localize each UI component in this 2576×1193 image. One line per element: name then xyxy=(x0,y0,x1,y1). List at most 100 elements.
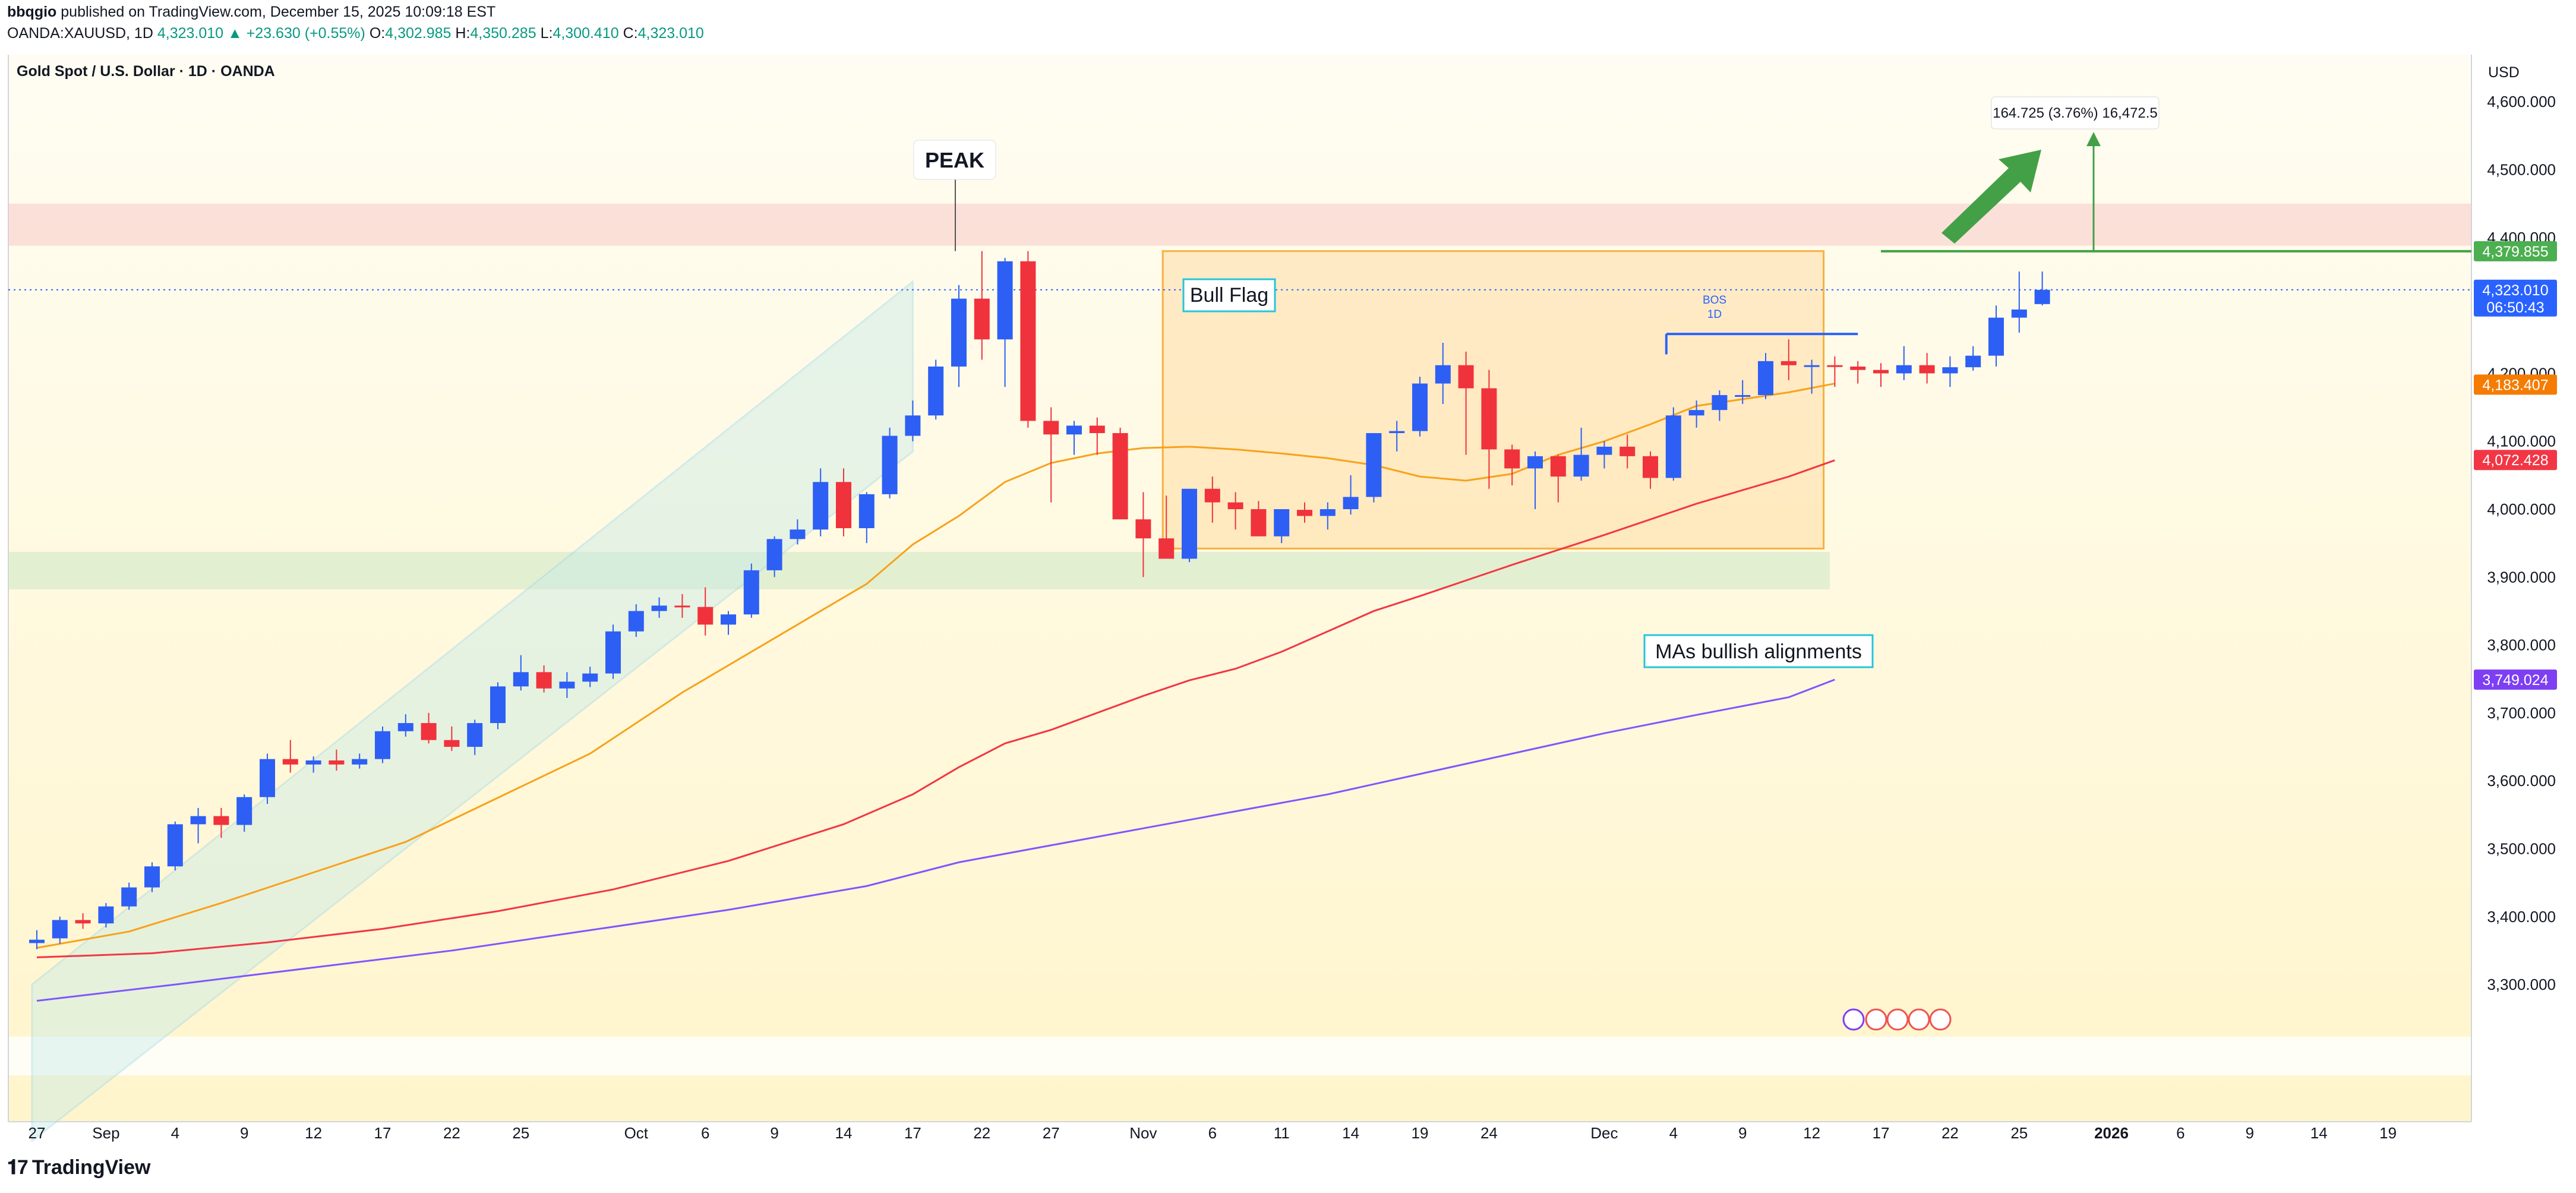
x-tick-label: 17 xyxy=(904,1124,921,1142)
countdown-label: 06:50:43 xyxy=(2486,299,2544,316)
x-tick-label: 9 xyxy=(2246,1124,2254,1142)
candle-body xyxy=(1182,488,1197,559)
x-tick-label: 9 xyxy=(770,1124,778,1142)
us-flag-event-icon xyxy=(1886,1008,1909,1031)
candle-body xyxy=(329,760,345,765)
publisher-name[interactable]: bbqgio xyxy=(7,4,57,20)
candle-body xyxy=(29,939,45,943)
candle-body xyxy=(766,539,782,570)
y-tick-label: 4,100.000 xyxy=(2487,433,2556,450)
x-tick-label: Sep xyxy=(92,1124,119,1142)
candle-body xyxy=(1596,446,1612,455)
candle-body xyxy=(282,759,298,765)
mas-label-bg xyxy=(1643,634,1874,668)
candle-body xyxy=(1274,509,1290,536)
candle-body xyxy=(1620,446,1636,456)
candle-body xyxy=(1573,455,1589,477)
candle-body xyxy=(674,605,690,608)
candle-body xyxy=(1688,410,1704,416)
x-tick-label: 6 xyxy=(701,1124,709,1142)
candle-body xyxy=(1758,361,1773,395)
x-tick-label: Nov xyxy=(1129,1124,1157,1142)
x-tick-label: Dec xyxy=(1590,1124,1618,1142)
candle-body xyxy=(882,435,898,494)
y-tick-label: 3,400.000 xyxy=(2487,908,2556,926)
candle-body xyxy=(928,366,944,416)
candle-body xyxy=(858,494,875,529)
price-axis-label-bg xyxy=(2474,669,2557,690)
x-tick-label: 17 xyxy=(1873,1124,1890,1142)
x-tick-label: 6 xyxy=(2176,1124,2184,1142)
candle-body xyxy=(1435,365,1451,384)
high-label: H: xyxy=(455,25,471,42)
candle-body xyxy=(352,759,368,765)
candle-body xyxy=(1942,367,1958,374)
x-tick-label: 9 xyxy=(1738,1124,1747,1142)
us-flag-event-icon xyxy=(1929,1008,1952,1031)
x-tick-label: 19 xyxy=(1412,1124,1429,1142)
x-tick-label: 14 xyxy=(2310,1124,2328,1142)
candle-body xyxy=(1504,449,1520,469)
x-tick-label: 4 xyxy=(1669,1124,1678,1142)
y-tick-label: 4,600.000 xyxy=(2487,93,2556,111)
peak-label: PEAK xyxy=(925,148,984,172)
price-axis-label-bg xyxy=(2474,450,2557,471)
candle-body xyxy=(813,482,829,530)
candle-body xyxy=(1643,456,1658,478)
candle-body xyxy=(1158,538,1175,559)
candle-body xyxy=(1804,365,1820,367)
x-tick-label: 17 xyxy=(374,1124,392,1142)
candle-body xyxy=(513,672,529,687)
candle-body xyxy=(997,261,1013,340)
candle-body xyxy=(697,607,714,625)
x-tick-label: 22 xyxy=(443,1124,460,1142)
open-value: 4,302.985 xyxy=(385,25,452,42)
measure-label-bg xyxy=(1991,96,2160,130)
bull-flag-label-bg xyxy=(1182,278,1276,313)
price-axis-label: 3,749.024 xyxy=(2482,672,2548,689)
y-tick-label: 4,000.000 xyxy=(2487,500,2556,518)
candle-body xyxy=(1550,456,1566,477)
x-tick-label: 4 xyxy=(171,1124,179,1142)
bos-timeframe-label: 1D xyxy=(1707,308,1722,321)
candle-body xyxy=(52,920,68,939)
bull-flag-label: Bull Flag xyxy=(1190,284,1268,307)
candle-body xyxy=(651,605,667,611)
candle-body xyxy=(628,611,644,632)
candle-body xyxy=(305,760,321,765)
candle-body xyxy=(605,631,621,674)
tradingview-logo[interactable]: 𝟏7 TradingView xyxy=(7,1156,150,1179)
y-tick-label: 3,800.000 xyxy=(2487,636,2556,654)
price-change: ▲ +23.630 (+0.55%) xyxy=(228,25,365,42)
us-flag-event-icon xyxy=(1908,1008,1930,1031)
candle-body xyxy=(121,887,137,907)
low-value: 4,300.410 xyxy=(553,25,619,42)
candle-body xyxy=(1297,510,1312,516)
price-axis-label-bg xyxy=(2474,374,2557,395)
x-tick-label: 12 xyxy=(305,1124,322,1142)
candle-body xyxy=(1781,361,1797,365)
candle-body xyxy=(144,866,160,888)
y-tick-label: 4,500.000 xyxy=(2487,161,2556,179)
y-tick-label: 3,300.000 xyxy=(2487,976,2556,993)
candle-body xyxy=(1343,497,1359,509)
y-tick-label: 3,600.000 xyxy=(2487,772,2556,790)
candle-body xyxy=(1204,488,1220,503)
currency-label: USD xyxy=(2488,64,2520,81)
candle-body xyxy=(98,906,114,924)
y-tick-label: 3,700.000 xyxy=(2487,704,2556,722)
candle-body xyxy=(1481,388,1497,450)
price-axis-label: 4,323.010 xyxy=(2482,282,2548,299)
candle-body xyxy=(559,681,575,689)
candle-body xyxy=(1089,425,1105,433)
x-tick-label: 24 xyxy=(1480,1124,1498,1142)
y-tick-label: 3,500.000 xyxy=(2487,840,2556,858)
candle-body xyxy=(1066,425,1082,435)
candle-body xyxy=(582,673,598,682)
candle-body xyxy=(1850,366,1866,370)
publish-info: published on TradingView.com, December 1… xyxy=(61,4,496,20)
support-zone xyxy=(8,552,1830,589)
x-tick-label: 25 xyxy=(2010,1124,2028,1142)
price-axis-label-bg xyxy=(2474,241,2557,261)
